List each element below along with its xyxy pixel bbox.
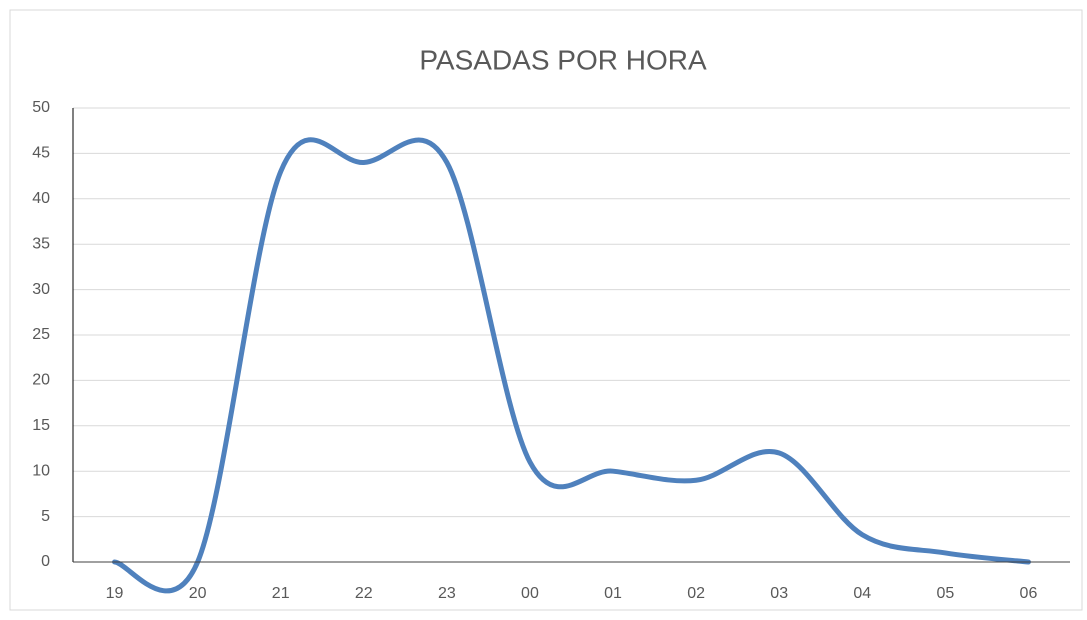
y-tick-label: 20 xyxy=(32,372,50,389)
x-tick-label: 20 xyxy=(189,585,207,602)
line xyxy=(112,137,1031,594)
y-tick-label: 0 xyxy=(41,553,50,570)
x-tick-label: 06 xyxy=(1020,585,1038,602)
x-tick-label: 00 xyxy=(521,585,539,602)
y-tick-label: 35 xyxy=(32,235,50,252)
chart-title: PASADAS POR HORA xyxy=(419,44,707,75)
y-tick-label: 15 xyxy=(32,417,50,434)
y-tick-label: 45 xyxy=(32,145,50,162)
x-tick-label: 21 xyxy=(272,585,290,602)
x-tick-label: 05 xyxy=(936,585,954,602)
y-tick-label: 5 xyxy=(41,508,50,525)
x-tick-label: 04 xyxy=(853,585,871,602)
chart-frame xyxy=(9,9,1083,611)
y-tick-label: 30 xyxy=(32,281,50,298)
x-tick-label: 02 xyxy=(687,585,705,602)
x-tick-label: 19 xyxy=(106,585,124,602)
y-tick-label: 40 xyxy=(32,190,50,207)
x-tick-label: 22 xyxy=(355,585,373,602)
y-tick-label: 10 xyxy=(32,462,50,479)
y-tick-label: 50 xyxy=(32,99,50,116)
x-tick-label: 03 xyxy=(770,585,788,602)
y-tick-label: 25 xyxy=(32,326,50,343)
x-tick-label: 23 xyxy=(438,585,456,602)
x-tick-label: 01 xyxy=(604,585,622,602)
